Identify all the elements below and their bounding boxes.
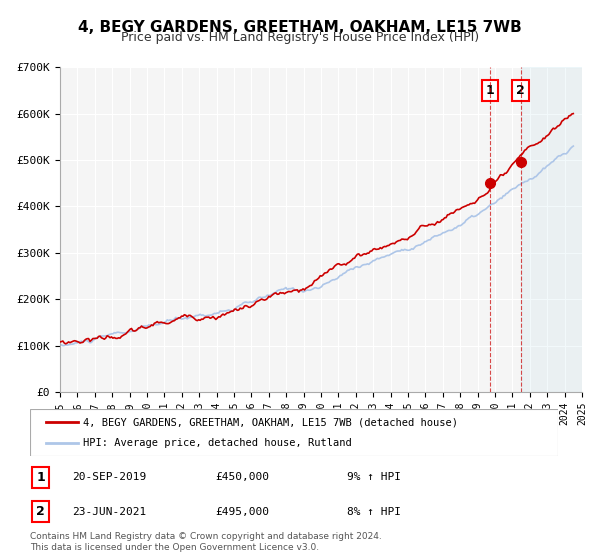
FancyBboxPatch shape — [30, 409, 558, 456]
Text: £495,000: £495,000 — [215, 507, 269, 517]
Text: £450,000: £450,000 — [215, 473, 269, 482]
Text: HPI: Average price, detached house, Rutland: HPI: Average price, detached house, Rutl… — [83, 438, 352, 448]
Text: 1: 1 — [486, 84, 494, 97]
Text: 4, BEGY GARDENS, GREETHAM, OAKHAM, LE15 7WB (detached house): 4, BEGY GARDENS, GREETHAM, OAKHAM, LE15 … — [83, 417, 458, 427]
Text: 2: 2 — [36, 505, 45, 518]
Text: 23-JUN-2021: 23-JUN-2021 — [72, 507, 146, 517]
Text: Price paid vs. HM Land Registry's House Price Index (HPI): Price paid vs. HM Land Registry's House … — [121, 31, 479, 44]
Text: 8% ↑ HPI: 8% ↑ HPI — [347, 507, 401, 517]
Text: 4, BEGY GARDENS, GREETHAM, OAKHAM, LE15 7WB: 4, BEGY GARDENS, GREETHAM, OAKHAM, LE15 … — [78, 20, 522, 35]
Text: 20-SEP-2019: 20-SEP-2019 — [72, 473, 146, 482]
Text: 9% ↑ HPI: 9% ↑ HPI — [347, 473, 401, 482]
Text: 1: 1 — [36, 471, 45, 484]
Text: 2: 2 — [516, 84, 525, 97]
Bar — [521, 67, 590, 392]
Text: Contains HM Land Registry data © Crown copyright and database right 2024.
This d: Contains HM Land Registry data © Crown c… — [30, 532, 382, 552]
